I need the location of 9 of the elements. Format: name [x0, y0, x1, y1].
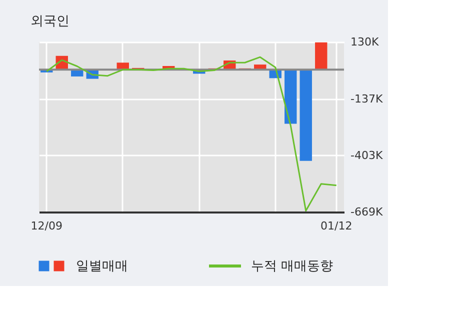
x-tick-label: 01/12 [320, 220, 352, 232]
x-tick-label: 12/09 [30, 220, 62, 232]
y-tick-label: -137K [350, 92, 384, 106]
chart-title: 외국인 [30, 14, 70, 29]
y-tick-label: 130K [350, 36, 380, 48]
y-tick-label: -403K [350, 148, 384, 162]
legend-label: 누적 매매동향 [251, 259, 334, 274]
y-tick-label: -669K [350, 206, 384, 218]
legend-label: 일별매매 [76, 259, 128, 274]
